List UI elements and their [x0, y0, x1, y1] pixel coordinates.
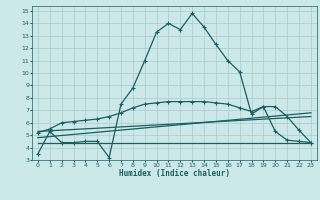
X-axis label: Humidex (Indice chaleur): Humidex (Indice chaleur) — [119, 169, 230, 178]
